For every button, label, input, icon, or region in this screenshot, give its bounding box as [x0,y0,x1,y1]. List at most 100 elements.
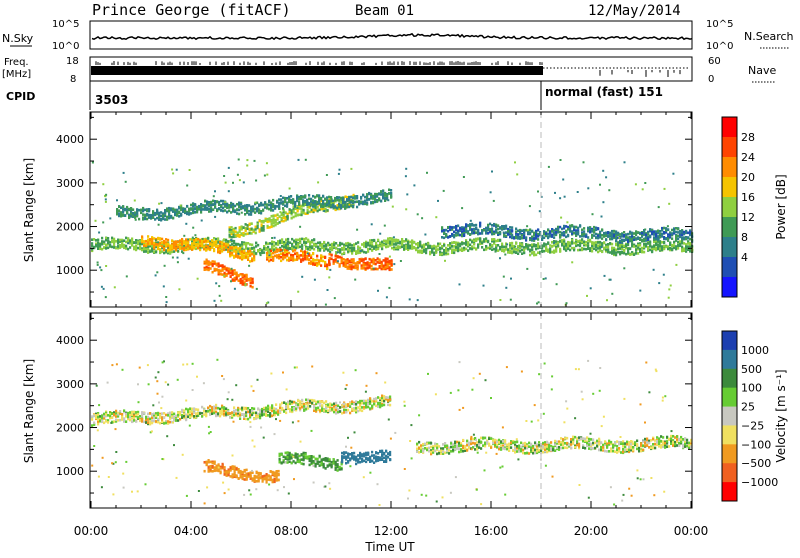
scatter-cell [352,200,354,203]
scatter-cell [129,419,131,422]
scatter-cell [294,253,296,256]
scatter-cell [247,224,249,227]
scatter-cell [200,203,202,206]
scatter-cell [465,228,467,231]
scatter-cell [371,241,373,244]
scatter-cell [187,244,189,247]
scatter-cell [323,210,325,212]
scatter-cell [235,412,237,415]
scatter-cell [389,269,391,272]
scatter-cell [225,246,227,249]
scatter-cell [216,210,218,213]
scatter-cell [437,248,439,251]
scatter-cell [167,249,169,252]
scatter-cell [259,249,261,252]
scatter-cell [115,410,117,413]
scatter-cell [185,238,187,241]
scatter-cell [384,192,386,195]
scatter-cell [271,237,273,239]
scatter-cell [407,247,409,250]
scatter-cell [126,211,128,214]
scatter-cell [389,237,391,240]
scatter-cell [473,247,475,250]
scatter-cell [213,195,215,197]
scatter-cell [475,231,477,234]
scatter-cell [118,209,120,212]
scatter-cell [141,418,143,421]
scatter-cell [299,207,301,210]
scatter-cell [373,268,375,270]
scatter-cell [621,251,623,254]
scatter-cell [134,200,136,202]
scatter-cell [619,251,621,254]
scatter-cell [287,247,289,250]
noise-sky-line [92,34,692,39]
scatter-cell [469,223,471,226]
scatter-cell [328,204,330,207]
scatter-cell [437,245,439,248]
scatter-cell [156,211,158,214]
scatter-cell [675,248,677,251]
scatter-cell [549,230,551,233]
scatter-cell [223,243,225,246]
scatter-cell [384,225,386,227]
scatter-cell [604,275,606,277]
scatter-cell [238,206,240,209]
scatter-cell [187,416,189,419]
scatter-cell [517,249,519,252]
noise-left-tick-bottom: 10^0 [52,41,79,52]
scatter-cell [316,255,318,258]
scatter-cell [226,203,228,206]
scatter-cell [247,250,249,253]
scatter-cell [179,411,181,414]
scatter-cell [181,416,183,419]
scatter-cell [366,199,368,202]
scatter-cell [455,249,457,252]
scatter-cell [295,215,297,218]
scatter-cell [126,206,128,209]
scatter-cell [276,201,278,204]
scatter-cell [673,247,675,250]
scatter-cell [105,201,107,203]
y-tick-label: 4000 [56,133,84,146]
scatter-cell [270,250,272,253]
scatter-cell [267,221,269,224]
scatter-cell [521,243,523,246]
scatter-cell [595,233,597,236]
scatter-cell [361,259,363,262]
scatter-cell [273,219,275,222]
scatter-cell [320,257,322,260]
scatter-cell [607,249,609,252]
scatter-cell [633,238,635,241]
scatter-cell [169,244,171,247]
scatter-cell [257,208,259,210]
scatter-cell [557,244,559,247]
scatter-cell [255,245,257,248]
scatter-cell [191,408,193,411]
scatter-cell [220,209,222,212]
scatter-cell [443,244,445,247]
scatter-cell [232,273,234,276]
scatter-cell [210,201,212,204]
scatter-cell [207,246,209,249]
scatter-cell [403,244,405,247]
scatter-cell [297,214,299,217]
scatter-cell [162,218,164,221]
scatter-cell [685,245,687,248]
scatter-cell [291,209,293,212]
scatter-cell [142,216,144,219]
noise-left-tick-top: 10^5 [52,19,79,30]
scatter-cell [599,249,601,252]
scatter-cell [469,239,471,242]
scatter-cell [423,244,425,247]
scatter-cell [577,249,579,252]
scatter-cell [361,243,363,246]
scatter-cell [97,262,99,264]
scatter-cell [593,231,595,234]
scatter-cell [132,208,134,211]
scatter-cell [639,250,641,253]
scatter-cell [183,409,185,412]
scatter-cell [214,300,216,302]
scatter-cell [351,259,353,262]
scatter-cell [643,243,645,246]
